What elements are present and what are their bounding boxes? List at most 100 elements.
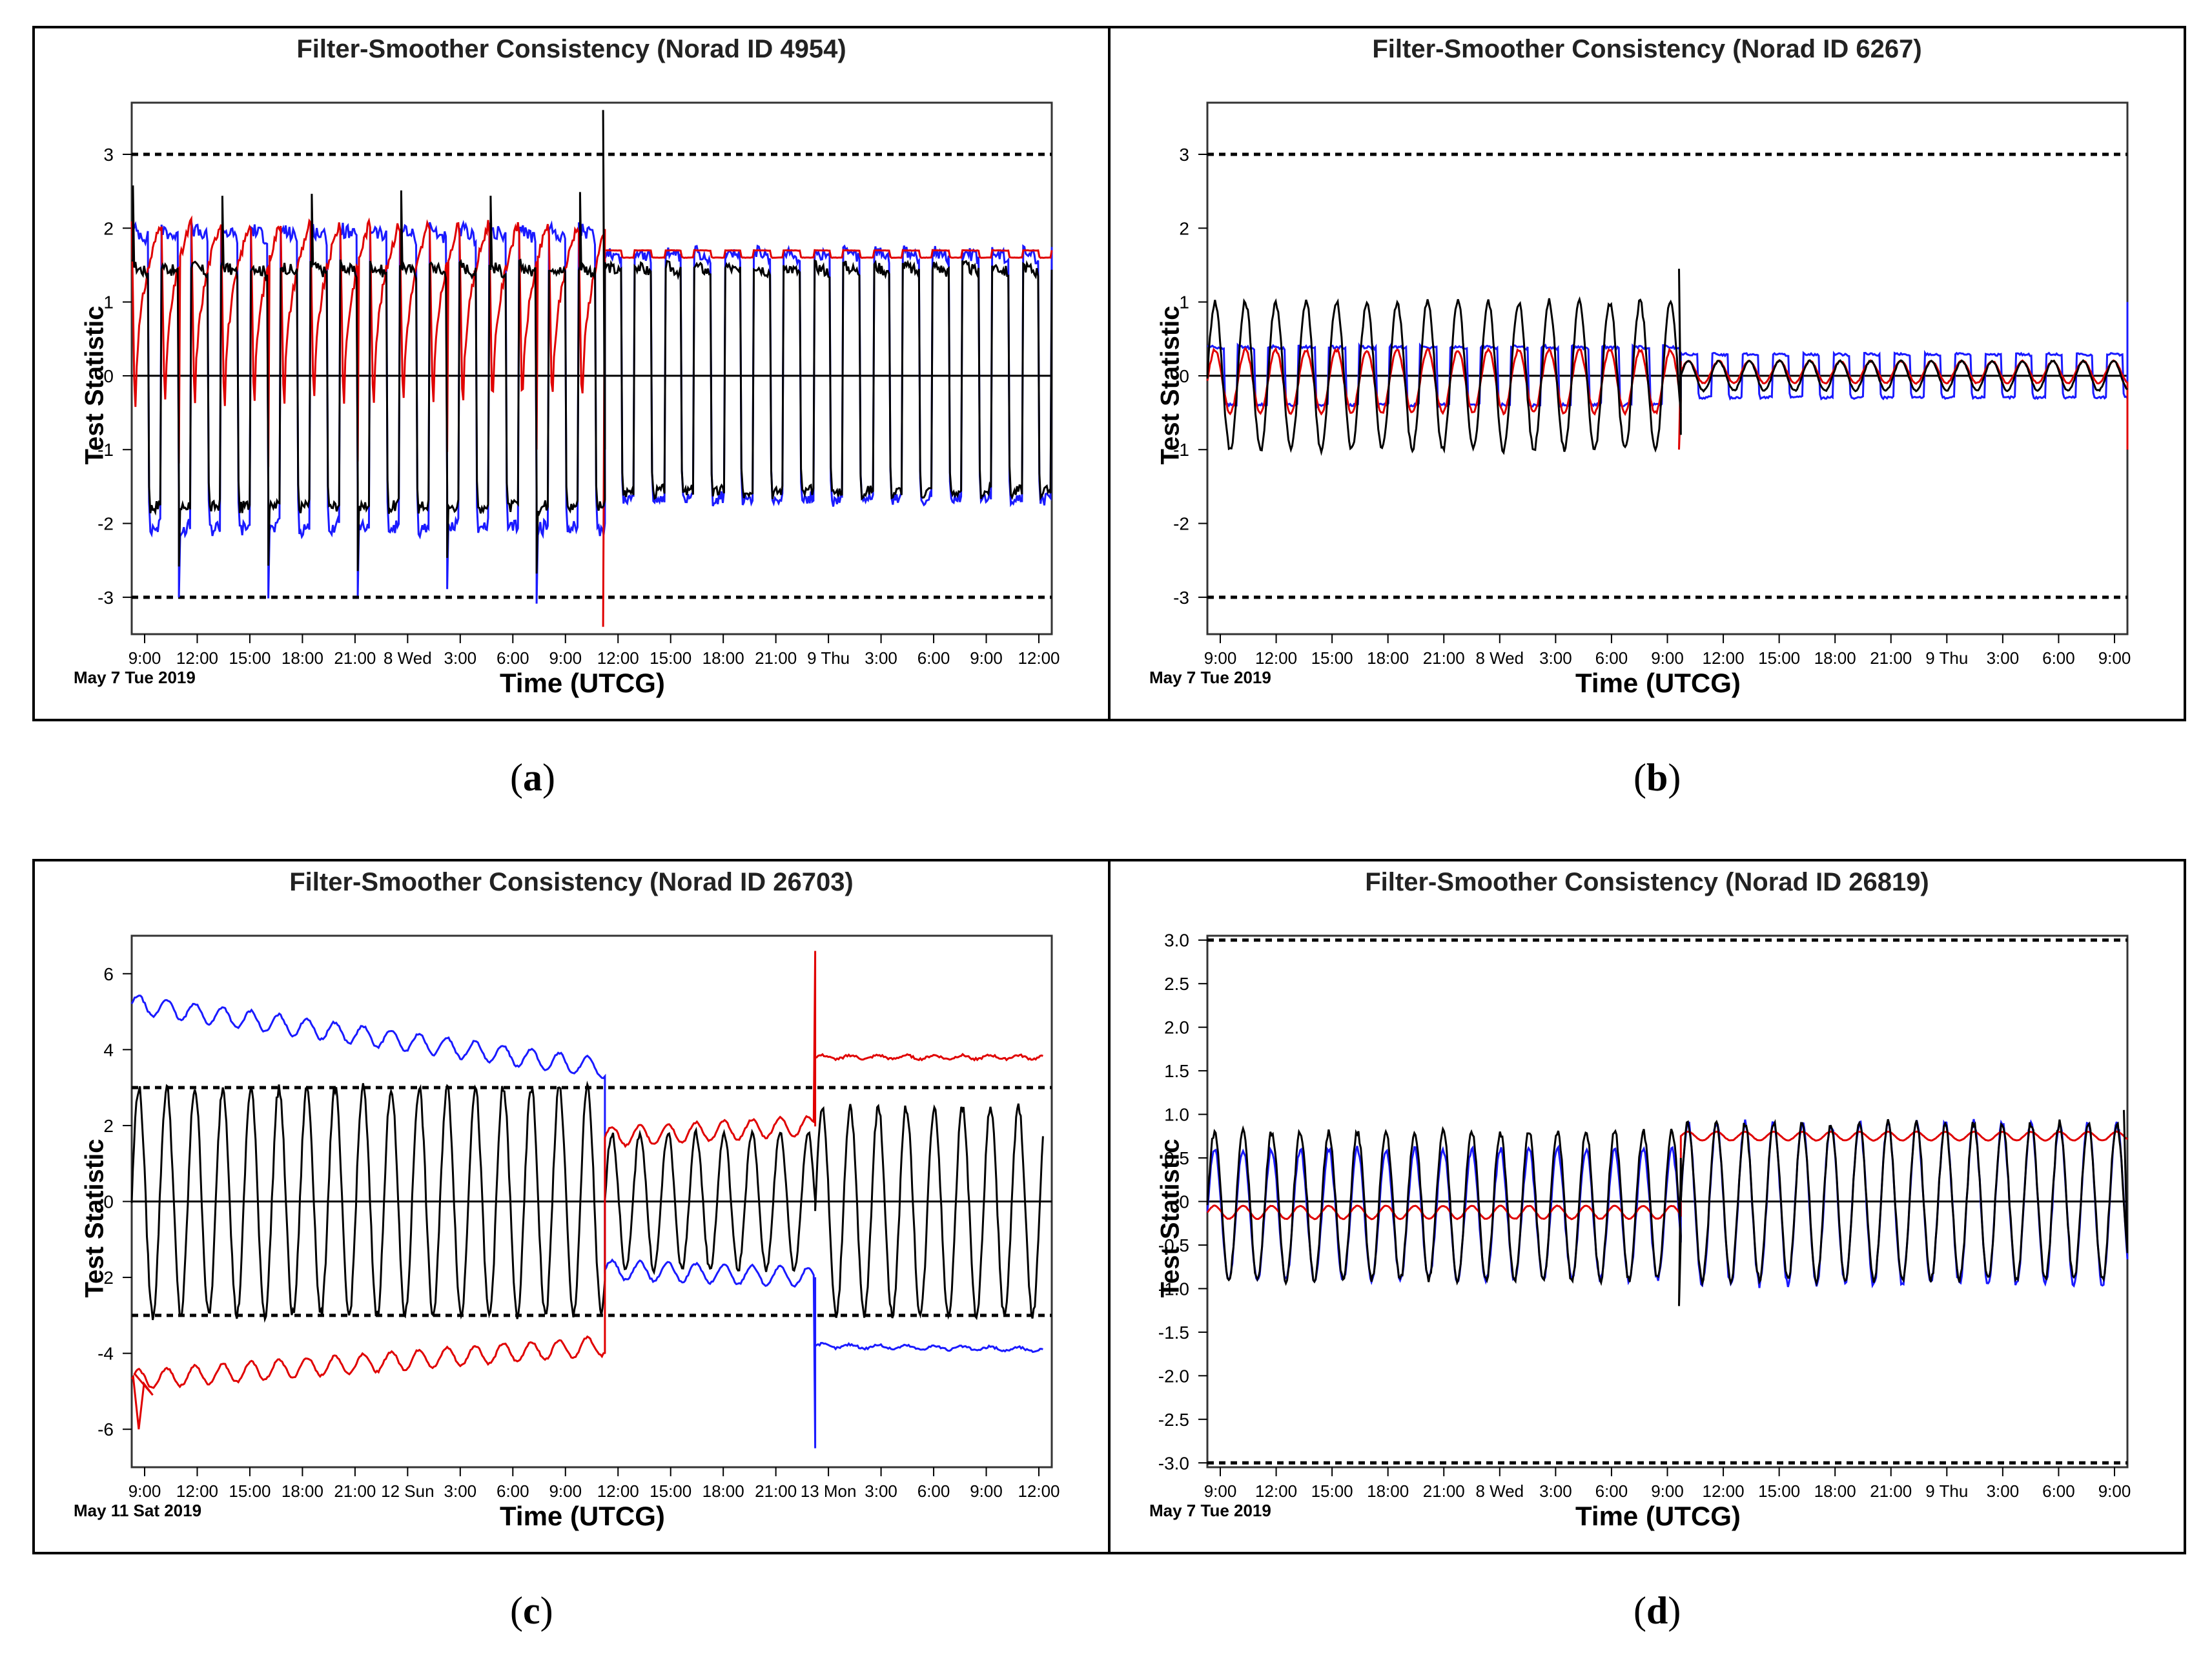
- y-axis: 3 2 1 0 -1 -2 -3: [1173, 145, 1207, 608]
- x-tick-label: 12:00: [1018, 648, 1060, 668]
- x-tick-label: 9:00: [1651, 648, 1684, 668]
- x-tick-label: 21:00: [334, 648, 376, 668]
- x-tick-label: 3:00: [1539, 1481, 1572, 1501]
- x-tick-label: 18:00: [282, 648, 323, 668]
- x-axis: 9:00 12:00 15:00 18:00 21:00 8 Wed 3:00 6:00 9:0…: [1204, 1467, 2131, 1501]
- y-tick-label: -3.0: [1158, 1453, 1189, 1473]
- x-tick-label: 18:00: [282, 1481, 323, 1501]
- chart-title: Filter-Smoother Consistency (Norad ID 62…: [1372, 35, 1922, 63]
- x-tick-label: 12:00: [1018, 1481, 1060, 1501]
- y-tick-label: 2.0: [1164, 1018, 1189, 1038]
- x-tick-label: 9:00: [1204, 1481, 1237, 1501]
- x-tick-label: 9:00: [1204, 648, 1237, 668]
- x-tick-label: 6:00: [2042, 648, 2075, 668]
- plot-svg-d: 3.0 2.5 2.0 1.5 1.0 0.5 0 -0.5 -1.0 -1.5 -2.0 -2.5 -…: [1158, 931, 2131, 1501]
- x-tick-label: 12:00: [1255, 1481, 1297, 1501]
- chart-title: Filter-Smoother Consistency (Norad ID 49…: [296, 35, 846, 63]
- x-axis: 9:00 12:00 15:00 18:00 21:00 12 Sun 3:00 6:00 9:…: [128, 1467, 1060, 1501]
- x-tick-label: 12 Sun: [381, 1481, 434, 1501]
- y-tick-label: -4: [97, 1344, 114, 1364]
- x-tick-label: 15:00: [650, 648, 691, 668]
- x-tick-label: 13 Mon: [801, 1481, 857, 1501]
- x-tick-label: 3:00: [865, 648, 897, 668]
- x-tick-label: 21:00: [1423, 1481, 1465, 1501]
- y-tick-label: 0: [1179, 1192, 1189, 1212]
- x-tick-label: 18:00: [702, 648, 744, 668]
- x-tick-label: 6:00: [497, 648, 529, 668]
- x-tick-label: 9:00: [549, 1481, 582, 1501]
- caption-a: (a): [510, 756, 555, 799]
- x-tick-label: 8 Wed: [384, 648, 432, 668]
- x-tick-label: 15:00: [1311, 648, 1353, 668]
- y-tick-label: -3: [1173, 588, 1189, 608]
- series-line-red: [130, 951, 1043, 1430]
- x-tick-label: 9 Thu: [1925, 648, 1968, 668]
- series-line-red: [130, 215, 1053, 627]
- x-tick-label: 3:00: [444, 648, 477, 668]
- x-tick-label: 21:00: [755, 1481, 797, 1501]
- x-tick-label: 3:00: [865, 1481, 897, 1501]
- x-tick-label: 21:00: [1870, 1481, 1912, 1501]
- date-label: May 11 Sat 2019: [74, 1501, 202, 1520]
- chart-panel-d: Filter-Smoother Consistency (Norad ID 26…: [1108, 859, 2186, 1554]
- y-tick-label: 1: [1179, 293, 1189, 313]
- y-axis: 3.0 2.5 2.0 1.5 1.0 0.5 0 -0.5 -1.0 -1.5 -2.0 -2.5 -…: [1158, 931, 1207, 1473]
- x-tick-label: 9 Thu: [1925, 1481, 1968, 1501]
- y-tick-label: 3: [103, 145, 114, 165]
- y-tick-label: -2.5: [1158, 1410, 1189, 1430]
- y-tick-label: 2: [103, 1116, 114, 1136]
- x-tick-label: 18:00: [1814, 1481, 1856, 1501]
- x-tick-label: 6:00: [1595, 648, 1628, 668]
- y-tick-label: -2.0: [1158, 1366, 1189, 1386]
- y-tick-label: 1: [103, 293, 114, 313]
- x-tick-label: 21:00: [1423, 648, 1465, 668]
- x-tick-label: 12:00: [597, 648, 639, 668]
- x-tick-label: 12:00: [176, 1481, 218, 1501]
- plot-svg-b: 3 2 1 0 -1 -2 -3 9:00 12:00 15:00 18:00 21:00 8 Wed 3…: [1173, 101, 2131, 668]
- x-tick-label: 9:00: [128, 1481, 161, 1501]
- x-tick-label: 9:00: [2098, 1481, 2131, 1501]
- x-tick-label: 6:00: [917, 648, 950, 668]
- y-axis-title: Test Statistic: [1156, 305, 1185, 465]
- x-tick-label: 9:00: [2098, 648, 2131, 668]
- x-tick-label: 9:00: [970, 1481, 1003, 1501]
- x-tick-label: 3:00: [1987, 1481, 2020, 1501]
- x-tick-label: 9:00: [128, 648, 161, 668]
- x-tick-label: 21:00: [755, 648, 797, 668]
- x-tick-label: 15:00: [1311, 1481, 1353, 1501]
- x-tick-label: 6:00: [917, 1481, 950, 1501]
- series-line-blue: [130, 995, 1043, 1448]
- x-tick-label: 18:00: [1814, 648, 1856, 668]
- y-tick-label: 2: [103, 218, 114, 238]
- x-tick-label: 15:00: [229, 1481, 271, 1501]
- x-tick-label: 9:00: [549, 648, 582, 668]
- caption-c: (c): [510, 1589, 553, 1632]
- x-axis: 9:00 12:00 15:00 18:00 21:00 8 Wed 3:00 6:00 9:0…: [128, 634, 1060, 668]
- x-tick-label: 15:00: [650, 1481, 691, 1501]
- x-axis: 9:00 12:00 15:00 18:00 21:00 8 Wed 3:00 6:00 9:0…: [1204, 634, 2131, 668]
- series-line-black: [130, 1080, 1044, 1323]
- y-tick-label: 6: [103, 964, 114, 984]
- series-line-blue: [130, 220, 1053, 604]
- x-axis-title: Time (UTCG): [1575, 668, 1741, 698]
- y-tick-label: -1: [1173, 440, 1189, 460]
- y-tick-label: 0: [103, 366, 114, 386]
- x-tick-label: 8 Wed: [1475, 1481, 1524, 1501]
- y-tick-label: 4: [103, 1040, 114, 1060]
- date-label: May 7 Tue 2019: [1149, 668, 1271, 687]
- x-tick-label: 21:00: [334, 1481, 376, 1501]
- caption-b: (b): [1633, 756, 1681, 799]
- chart-title: Filter-Smoother Consistency (Norad ID 26…: [289, 868, 854, 896]
- series-line-blue: [1206, 1118, 2129, 1289]
- y-tick-label: 0: [103, 1192, 114, 1212]
- x-tick-label: 6:00: [2042, 1481, 2075, 1501]
- chart-panel-c: Filter-Smoother Consistency (Norad ID 26…: [32, 859, 1111, 1554]
- x-tick-label: 6:00: [497, 1481, 529, 1501]
- series-line-red: [1206, 347, 2129, 450]
- x-axis-title: Time (UTCG): [500, 1501, 665, 1531]
- x-axis-title: Time (UTCG): [500, 668, 665, 698]
- y-tick-label: 2.5: [1164, 974, 1189, 994]
- y-axis-title: Test Statistic: [80, 1139, 109, 1298]
- chart-panel-b: Filter-Smoother Consistency (Norad ID 62…: [1108, 26, 2186, 721]
- y-tick-label: -2: [1173, 514, 1189, 534]
